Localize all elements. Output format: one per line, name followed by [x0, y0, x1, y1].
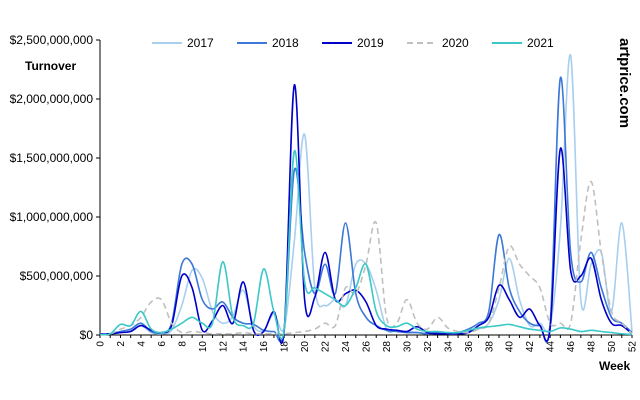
legend-label-2019: 2019 [357, 36, 384, 50]
x-tick-label: 52 [628, 341, 639, 353]
x-tick-label: 22 [321, 341, 332, 353]
x-tick-label: 38 [484, 341, 495, 353]
x-tick-label: 24 [341, 341, 352, 353]
y-tick-label: $1,500,000,000 [10, 151, 94, 165]
y-tick-label: $500,000,000 [20, 269, 94, 283]
series-line-2020 [99, 180, 633, 336]
x-tick-label: 16 [259, 341, 270, 353]
x-tick-label: 46 [566, 341, 577, 353]
x-tick-label: 50 [607, 341, 618, 353]
legend-label-2017: 2017 [187, 36, 214, 50]
x-tick-label: 26 [362, 341, 373, 353]
x-tick-label: 36 [464, 341, 475, 353]
series-line-2021 [99, 150, 633, 340]
y-tick-label: $0 [80, 328, 94, 342]
x-tick-label: 48 [587, 341, 598, 353]
x-tick-label: 10 [198, 341, 209, 353]
y-tick-label: $2,000,000,000 [10, 92, 94, 106]
x-tick-label: 12 [218, 341, 229, 353]
x-tick-label: 28 [382, 341, 393, 353]
x-tick-label: 14 [239, 341, 250, 353]
x-tick-label: 20 [300, 341, 311, 353]
legend-label-2018: 2018 [272, 36, 299, 50]
y-tick-label: $2,500,000,000 [10, 33, 94, 47]
legend-label-2020: 2020 [442, 36, 469, 50]
legend-label-2021: 2021 [527, 36, 554, 50]
artprice-watermark: artprice.com [616, 38, 633, 128]
x-tick-label: 2 [116, 341, 127, 347]
legend: 2017 2018 2019 2020 2021 [152, 36, 554, 50]
x-tick-label: 32 [423, 341, 434, 353]
x-tick-label: 0 [96, 341, 107, 347]
y-axis-title: Turnover [25, 59, 76, 73]
x-tick-label: 30 [402, 341, 413, 353]
x-tick-label: 6 [157, 341, 168, 347]
x-tick-label: 34 [443, 341, 454, 353]
x-tick-label: 44 [546, 341, 557, 353]
y-tick-label: $1,000,000,000 [10, 210, 94, 224]
x-tick-label: 4 [136, 341, 147, 347]
x-tick-label: 18 [280, 341, 291, 353]
y-axis-ticks: $0 $500,000,000 $1,000,000,000 $1,500,000,0… [10, 33, 100, 342]
series-line-2019 [99, 83, 633, 344]
x-tick-label: 40 [505, 341, 516, 353]
x-tick-label: 8 [177, 341, 188, 347]
x-axis-title: Week [599, 359, 630, 373]
series-layer [99, 54, 633, 344]
x-tick-label: 42 [525, 341, 536, 353]
x-axis-ticks: 0 2 4 6 8 10 12 14 16 18 20 22 24 26 28 30 32 34 36 38 40 42 4… [96, 335, 639, 352]
